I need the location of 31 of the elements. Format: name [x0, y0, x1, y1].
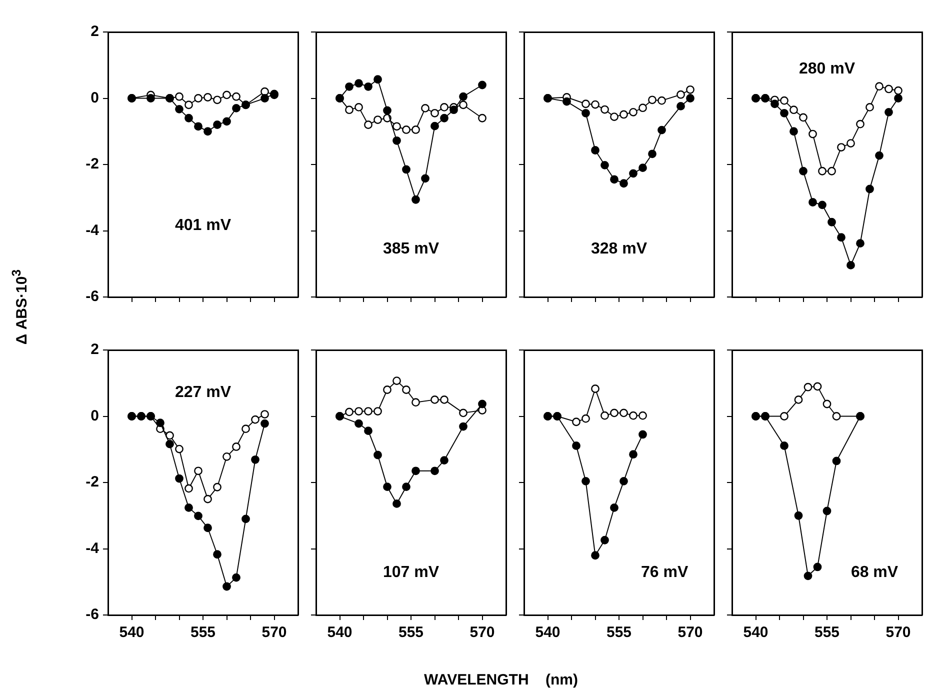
x-tick-label: 570 [886, 624, 911, 642]
x-axis-title: WAVELENGTH (nm) [424, 672, 578, 688]
x-tick-label: 540 [327, 624, 352, 642]
y-tick-label: -2 [86, 156, 99, 173]
y-tick-label: -4 [86, 540, 100, 557]
annotation: 401 mV [174, 216, 232, 234]
annotation: 385 mV [382, 240, 440, 258]
annotation: 227 mV [174, 384, 232, 401]
annotation: 328 mV [590, 240, 648, 258]
y-tick-label: 2 [90, 341, 99, 358]
y-tick-label: -6 [86, 288, 99, 306]
x-tick-label: 555 [814, 624, 840, 642]
annotation: 68 mV [850, 564, 898, 582]
y-tick-label: -4 [86, 222, 100, 239]
x-tick-label: 540 [535, 624, 560, 642]
x-tick-label: 555 [398, 624, 424, 642]
annotation: 280 mV [798, 60, 856, 78]
y-tick-label: -2 [86, 474, 99, 491]
y-tick-label: 2 [90, 23, 99, 40]
y-tick-label: 0 [90, 407, 99, 424]
y-tick-label: -6 [86, 606, 99, 624]
x-tick-label: 555 [606, 624, 632, 642]
x-tick-label: 540 [743, 624, 768, 642]
x-tick-label: 540 [119, 624, 144, 642]
x-tick-label: 570 [678, 624, 703, 642]
x-tick-label: 570 [470, 624, 495, 642]
annotation: 107 mV [382, 564, 440, 582]
y-tick-label: 0 [90, 89, 99, 106]
x-tick-label: 555 [190, 624, 216, 642]
annotation: 76 mV [641, 564, 688, 582]
x-tick-label: 570 [262, 624, 287, 642]
